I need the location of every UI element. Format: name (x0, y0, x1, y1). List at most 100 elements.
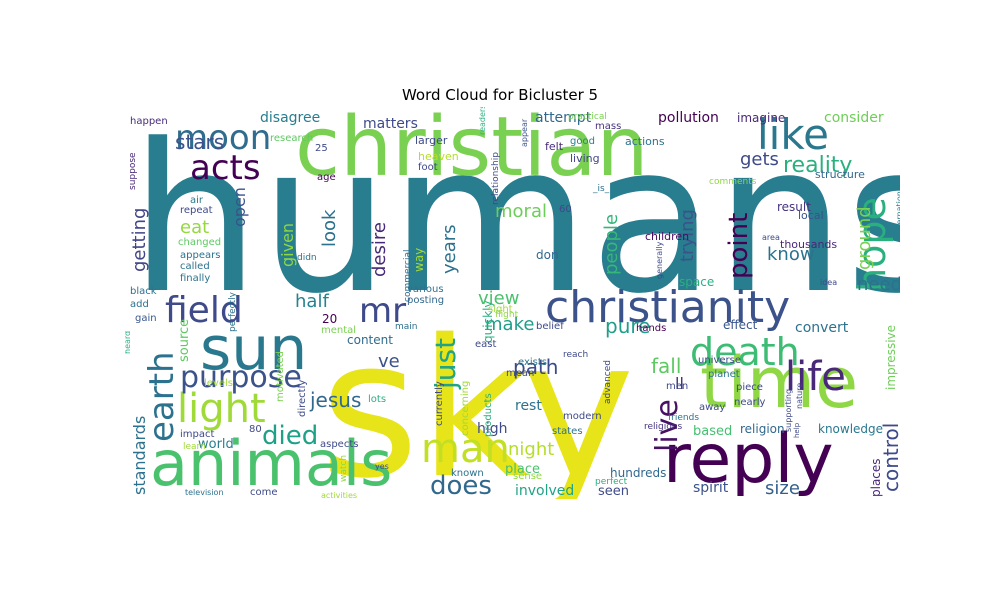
word-sight: sight (488, 304, 513, 315)
word-pollution: pollution (658, 110, 719, 126)
word-know: know (767, 244, 815, 265)
word-based: based (693, 424, 732, 439)
word-yes: yes (375, 462, 389, 471)
word-finally: finally (180, 273, 210, 284)
word-eat: eat (180, 217, 209, 238)
word-attempt: attempt (535, 110, 592, 126)
word-black: black (130, 286, 157, 297)
word-gain: gain (135, 313, 157, 324)
word-appears: appears (180, 250, 220, 261)
word-sense: sense (513, 471, 542, 482)
word-happen: happen (130, 116, 168, 127)
word-christianity: christianity (545, 282, 790, 333)
word-way: way (412, 248, 426, 272)
word-purpose: purpose (180, 360, 302, 395)
word-piece: piece (736, 382, 763, 393)
word-friends: friends (668, 413, 699, 423)
word-perfectly: perfectly (228, 291, 238, 332)
word-impact: impact (180, 429, 214, 440)
word-east: east (475, 339, 496, 350)
word-places: places (869, 458, 883, 497)
word-time: time (700, 342, 858, 424)
word-don: don (536, 248, 559, 262)
word-result: result (777, 200, 811, 214)
word-come: come (250, 487, 278, 498)
word-fall: fall (651, 354, 681, 378)
word-death: death (690, 330, 800, 374)
word-lots: lots (368, 394, 386, 405)
word-world: world (198, 437, 234, 452)
word-ve: ve (378, 351, 400, 372)
word-good: good (570, 136, 595, 147)
word-consider: consider (824, 110, 884, 126)
word-involved: involved (515, 483, 574, 499)
word-earth: earth (142, 351, 182, 442)
word-various: various (407, 284, 444, 295)
word-ll: ll (675, 374, 684, 393)
word-cloud: humans sky christian time reply animals sun chr… (125, 107, 900, 499)
word-activities: activities (321, 491, 357, 499)
word-age: age (317, 172, 336, 183)
word-given: given (278, 223, 297, 267)
word-getting: getting (129, 208, 150, 272)
word-make: make (485, 314, 534, 335)
word-high: high (477, 421, 508, 437)
word-field: field (165, 290, 243, 331)
word-mass: mass (595, 121, 621, 132)
word-disagree: disagree (260, 110, 320, 126)
word-man: man (421, 426, 510, 472)
word-moon: moon (175, 118, 271, 158)
word-didn: didn (297, 253, 317, 263)
word-gets: gets (740, 149, 779, 170)
word-changed: changed (178, 237, 221, 248)
word-does: does (430, 471, 492, 499)
word-air: air (190, 195, 204, 206)
word-content: content (347, 333, 393, 347)
word-place: place (505, 462, 540, 477)
word-supporting: supporting (784, 389, 793, 432)
word-learn: learn (183, 442, 206, 452)
word-animals: animals (150, 427, 392, 499)
word-called: called (180, 261, 210, 272)
word-local: local (798, 209, 824, 222)
word-religion: religion (740, 422, 785, 436)
word-hands: hands (636, 323, 666, 334)
word-currently: currently (434, 381, 445, 426)
word-desire: desire (369, 222, 390, 277)
word-point: point (724, 213, 754, 279)
word-watch: watch (339, 455, 349, 482)
word-people: people (601, 214, 622, 275)
word-generally: generally (655, 241, 664, 279)
word-men: men (666, 381, 688, 392)
word-exists: exists (518, 357, 547, 368)
word-jesus: jesus (309, 388, 361, 412)
word-mental: mental (321, 325, 356, 336)
word-look: look (319, 209, 340, 247)
word-research: research (270, 133, 313, 144)
word-life: life (785, 354, 846, 400)
word-aspects: aspects (320, 439, 358, 450)
word-heaven: heaven (418, 150, 459, 163)
word-convert: convert (795, 320, 849, 336)
word-spirit: spirit (693, 480, 729, 496)
word-ground: ground (854, 206, 875, 270)
word-repeat: repeat (180, 205, 213, 216)
word-source: source (177, 319, 192, 362)
word-christian: christian (295, 107, 648, 195)
word-rest: rest (515, 398, 542, 414)
word-modern: modern (563, 411, 602, 422)
word-hope: hope (850, 197, 894, 292)
word-commercial: commercial (403, 250, 413, 303)
word-moral: moral (495, 201, 547, 222)
word-flight: flight (495, 310, 519, 320)
word-need: need (857, 274, 900, 295)
word-effect: effect (723, 318, 758, 332)
word-nearly: nearly (734, 397, 766, 408)
word-imagine: imagine (737, 111, 785, 125)
word-children: children (645, 230, 689, 243)
word-60: 60 (559, 204, 572, 215)
word-nature: nature (795, 383, 804, 409)
word-sky: sky (320, 299, 635, 499)
word-80: 80 (249, 424, 262, 435)
